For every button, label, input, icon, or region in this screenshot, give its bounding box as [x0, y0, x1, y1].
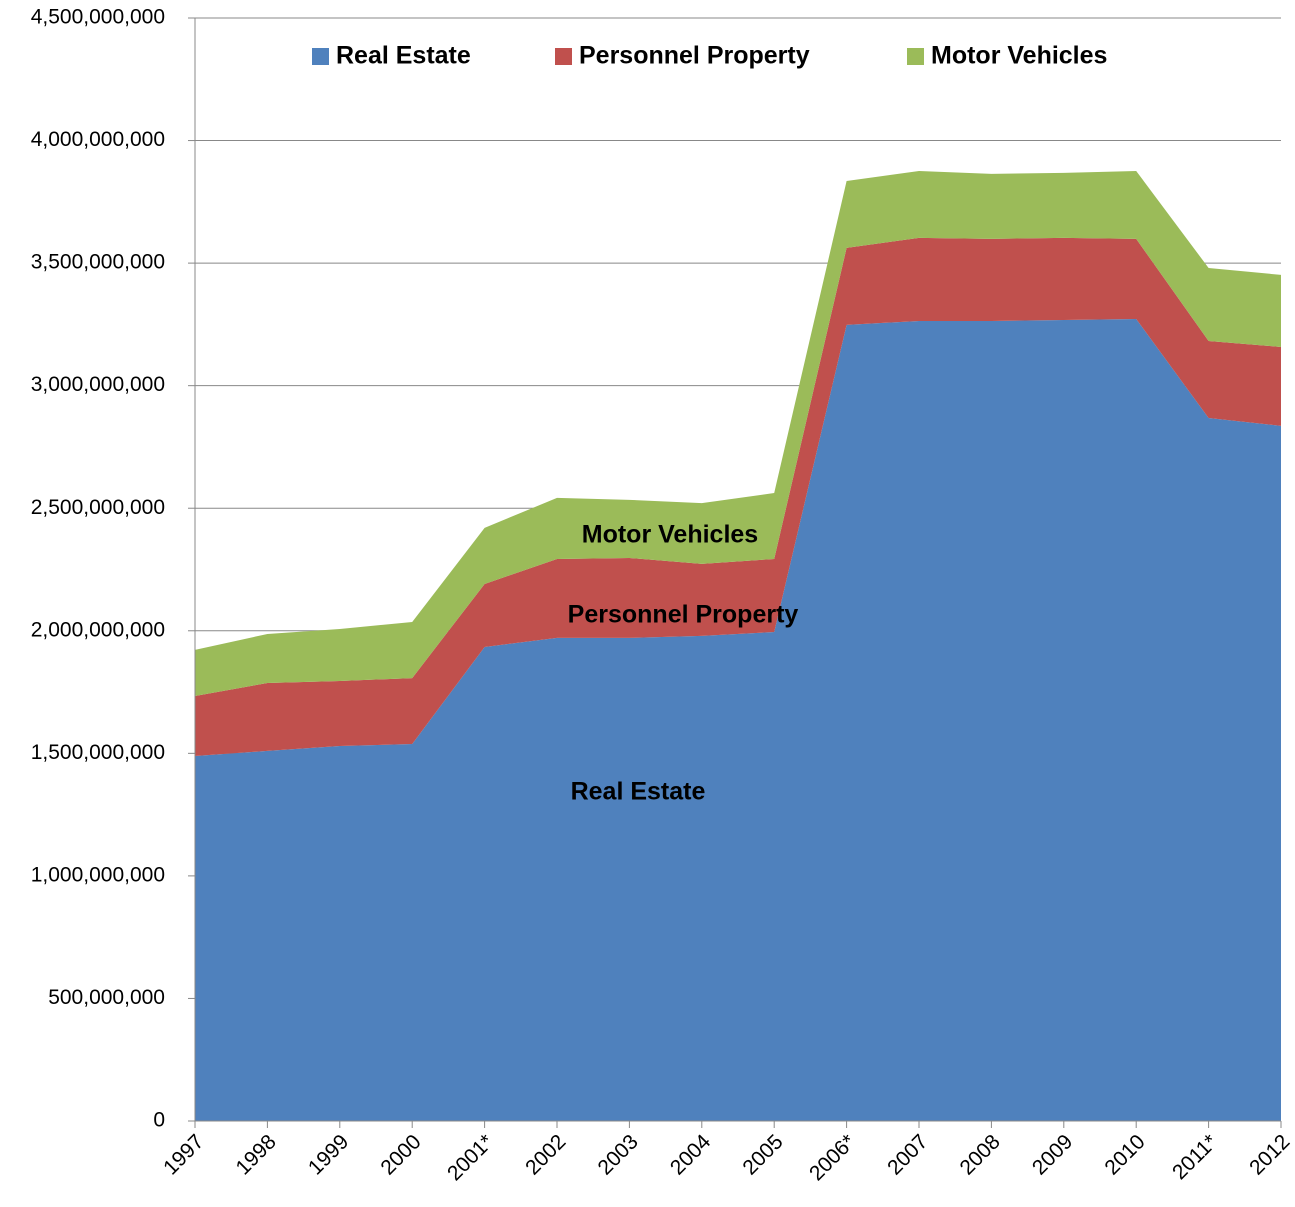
area-label: Motor Vehicles — [582, 521, 758, 549]
x-tick-label: 2001* — [443, 1130, 498, 1185]
y-tick-label: 1,500,000,000 — [31, 741, 165, 764]
legend-swatch — [555, 48, 572, 65]
y-tick-label: 2,500,000,000 — [31, 496, 165, 519]
y-tick-label: 1,000,000,000 — [31, 863, 165, 886]
area — [195, 170, 1281, 696]
x-tick-label: 2012 — [1245, 1130, 1294, 1179]
legend-label: Personnel Property — [579, 42, 810, 70]
x-tick-label: 2009 — [1028, 1130, 1077, 1179]
area — [195, 318, 1281, 1121]
area-label: Real Estate — [571, 778, 706, 806]
x-tick-label: 2010 — [1100, 1130, 1149, 1179]
x-tick-label: 2004 — [666, 1130, 716, 1180]
x-tick-label: 1997 — [159, 1130, 208, 1179]
x-tick-label: 1999 — [304, 1130, 353, 1179]
x-tick-label: 2005 — [738, 1130, 787, 1179]
y-tick-label: 4,500,000,000 — [31, 6, 165, 29]
x-tick-label: 2003 — [594, 1130, 643, 1179]
y-tick-label: 3,000,000,000 — [31, 373, 165, 396]
y-tick-label: 0 — [153, 1109, 165, 1132]
legend-label: Real Estate — [336, 42, 471, 70]
y-tick-label: 2,000,000,000 — [31, 618, 165, 641]
area-label: Personnel Property — [568, 601, 799, 629]
x-tick-label: 2008 — [956, 1130, 1005, 1179]
x-tick-label: 1998 — [232, 1130, 281, 1179]
x-tick-label: 2002 — [521, 1130, 570, 1179]
x-tick-label: 2007 — [883, 1130, 932, 1179]
legend-swatch — [312, 48, 329, 65]
x-tick-label: 2011* — [1168, 1130, 1222, 1184]
area — [195, 237, 1281, 757]
y-tick-label: 4,000,000,000 — [31, 128, 165, 151]
y-tick-label: 500,000,000 — [48, 986, 165, 1009]
y-tick-label: 3,500,000,000 — [31, 251, 165, 274]
x-tick-label: 2006* — [805, 1130, 860, 1185]
legend-label: Motor Vehicles — [931, 42, 1107, 70]
legend-swatch — [907, 48, 924, 65]
x-tick-label: 2000 — [376, 1130, 425, 1179]
